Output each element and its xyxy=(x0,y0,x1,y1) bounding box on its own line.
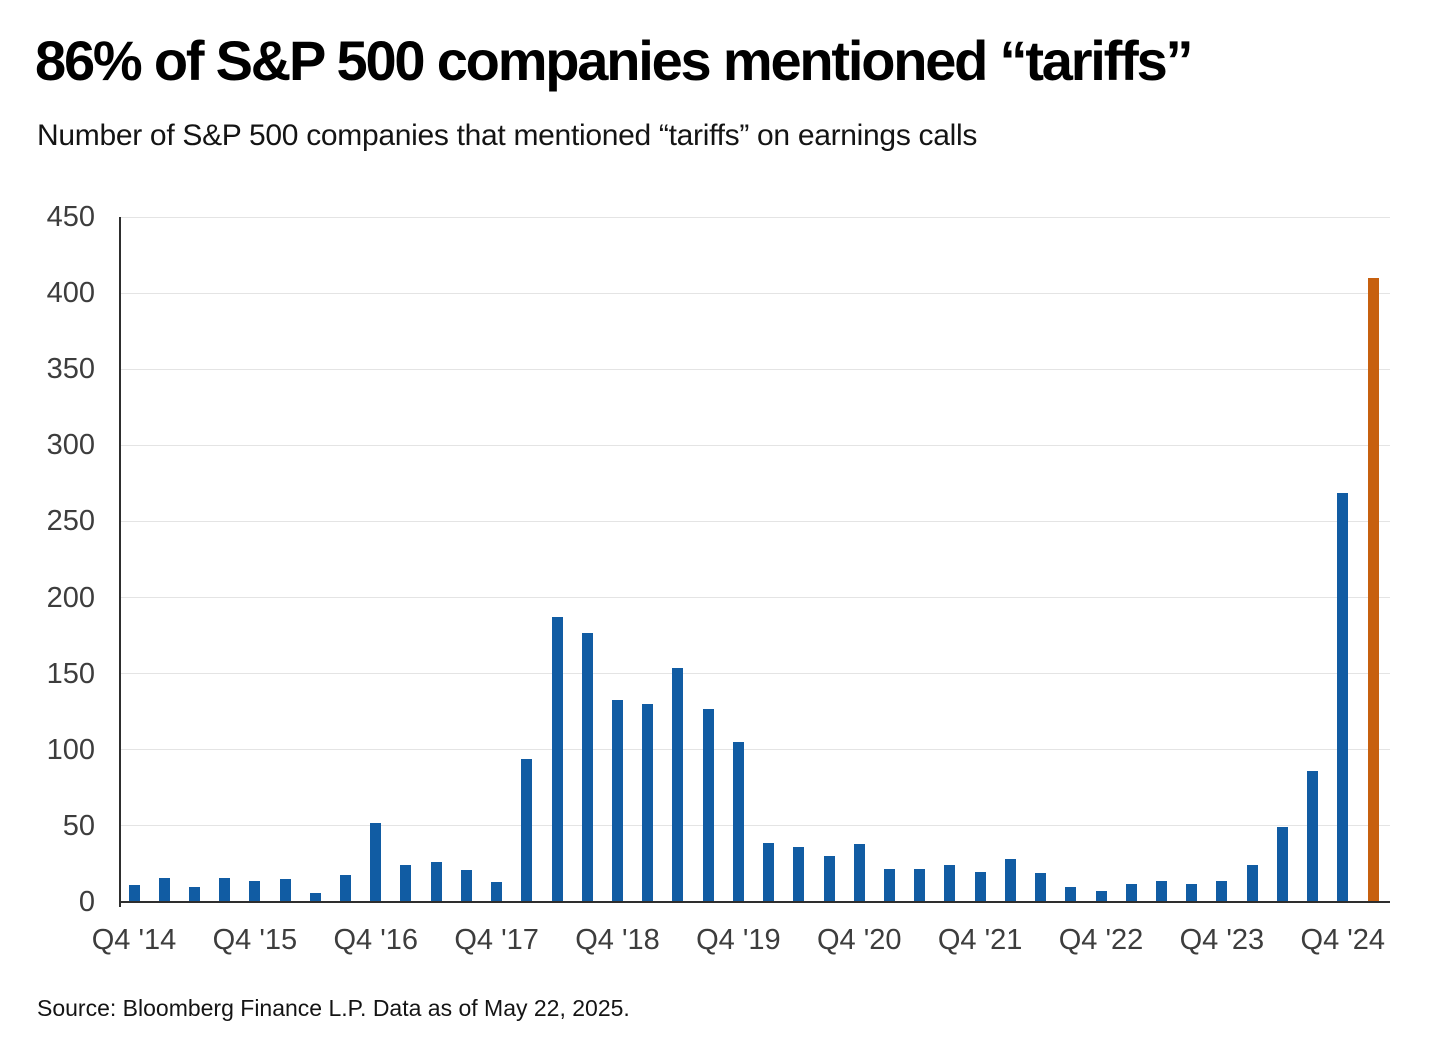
y-axis-tick-label: 450 xyxy=(46,201,95,233)
bar xyxy=(974,871,986,902)
bar xyxy=(1125,883,1137,902)
gridline xyxy=(120,673,1390,675)
gridline xyxy=(120,520,1390,522)
y-axis-tick-label: 350 xyxy=(46,353,95,386)
bar xyxy=(823,856,835,902)
y-axis-tick-label: 150 xyxy=(46,657,95,690)
chart-title: 86% of S&P 500 companies mentioned “tari… xyxy=(35,29,1194,92)
bar xyxy=(1095,891,1107,902)
bar xyxy=(702,708,714,902)
x-axis-line xyxy=(120,901,1390,903)
bar xyxy=(884,868,895,902)
x-axis-tick-label: Q4 '19 xyxy=(696,924,781,956)
bar xyxy=(188,886,200,902)
y-axis-line xyxy=(119,217,121,907)
gridline xyxy=(120,825,1390,827)
y-axis-tick-label: 200 xyxy=(46,581,95,614)
bar xyxy=(672,667,684,902)
y-axis-tick-label: 0 xyxy=(78,886,95,918)
bar xyxy=(612,699,624,902)
bar xyxy=(642,704,654,902)
bar xyxy=(1216,880,1228,902)
bar xyxy=(219,877,231,902)
bar xyxy=(128,885,140,902)
bar xyxy=(279,879,291,902)
bar xyxy=(521,758,533,902)
bar xyxy=(400,865,412,902)
x-axis-tick-label: Q4 '14 xyxy=(91,924,177,956)
bar xyxy=(158,877,170,902)
bar xyxy=(581,632,593,902)
x-axis-tick-label: Q4 '16 xyxy=(333,924,419,956)
gridline xyxy=(120,292,1390,294)
x-axis-tick-label: Q4 '23 xyxy=(1179,924,1265,956)
bar xyxy=(1307,771,1319,902)
bar xyxy=(1186,883,1198,902)
y-axis-tick-label: 50 xyxy=(62,809,95,842)
bar xyxy=(763,842,775,902)
chart-subtitle: Number of S&P 500 companies that mention… xyxy=(37,119,978,152)
bar xyxy=(370,822,382,902)
gridline xyxy=(120,597,1390,599)
x-axis-tick-label: Q4 '15 xyxy=(212,924,298,956)
x-axis-tick-label: Q4 '21 xyxy=(937,924,1023,956)
bar xyxy=(551,617,563,902)
bar xyxy=(1246,865,1258,902)
bar xyxy=(1004,859,1016,902)
bar xyxy=(853,844,865,902)
bar xyxy=(1276,827,1288,902)
bar xyxy=(732,742,744,902)
bar xyxy=(340,874,352,902)
bar xyxy=(460,870,472,902)
x-axis-tick-label: Q4 '22 xyxy=(1058,924,1144,956)
bar xyxy=(1155,880,1167,902)
x-axis-tick-label: Q4 '17 xyxy=(454,924,539,956)
bar xyxy=(944,865,956,902)
y-axis-tick-label: 400 xyxy=(46,277,95,310)
bar xyxy=(1035,873,1047,902)
bar xyxy=(1065,886,1077,902)
x-axis-tick-label: Q4 '24 xyxy=(1300,924,1386,956)
source-note: Source: Bloomberg Finance L.P. Data as o… xyxy=(37,995,630,1021)
y-axis-tick-label: 100 xyxy=(46,733,95,766)
x-axis-tick-label: Q4 '18 xyxy=(575,924,660,956)
gridline xyxy=(120,444,1390,446)
x-axis-tick-label: Q4 '20 xyxy=(816,924,902,956)
bar xyxy=(491,882,503,902)
bar xyxy=(249,880,261,902)
gridline xyxy=(120,749,1390,751)
bar xyxy=(430,862,442,902)
bar xyxy=(914,868,926,902)
bar xyxy=(309,892,321,902)
y-axis-tick-label: 300 xyxy=(46,429,95,462)
gridline xyxy=(120,216,1390,218)
y-axis-tick-label: 250 xyxy=(46,505,95,538)
bar xyxy=(1367,277,1379,902)
bar xyxy=(793,847,805,902)
gridline xyxy=(120,368,1390,370)
bar xyxy=(1337,492,1349,902)
